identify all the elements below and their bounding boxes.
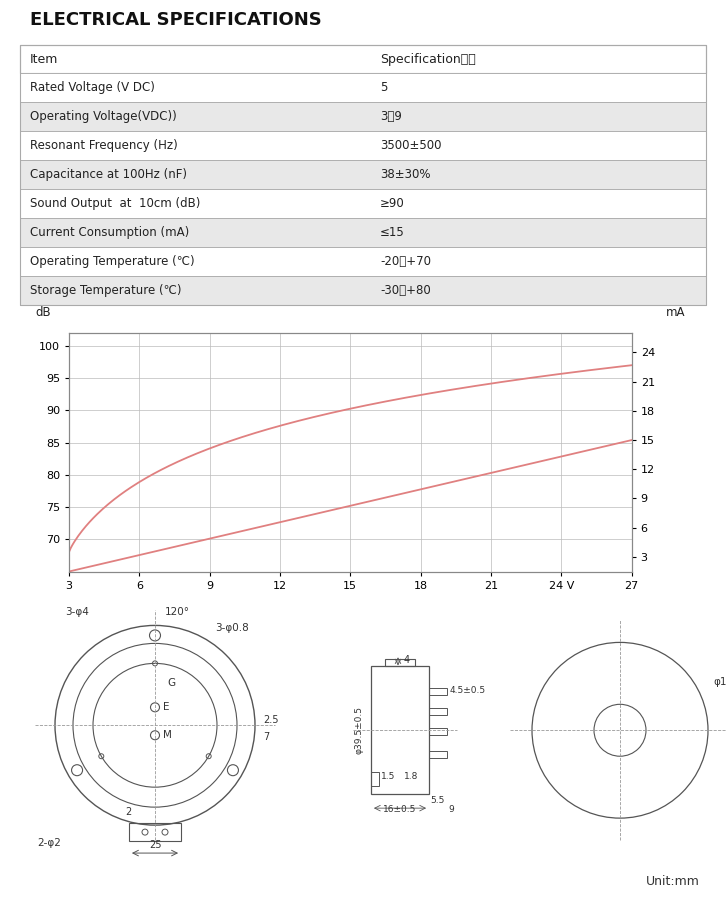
Text: Storage Temperature (℃): Storage Temperature (℃)	[30, 284, 181, 298]
Text: Operating Voltage(VDC)): Operating Voltage(VDC))	[30, 110, 176, 123]
Text: 4.5±0.5: 4.5±0.5	[450, 686, 486, 695]
Text: Capacitance at 100Hz (nF): Capacitance at 100Hz (nF)	[30, 168, 187, 181]
Text: 3-φ0.8: 3-φ0.8	[215, 624, 249, 634]
Text: M: M	[163, 730, 172, 741]
Bar	[20, 189, 706, 219]
Text: G: G	[167, 679, 175, 688]
Bar	[20, 73, 706, 103]
Text: 2: 2	[125, 807, 131, 817]
Bar	[20, 160, 706, 189]
Text: 4: 4	[404, 655, 410, 665]
Text: mA: mA	[666, 306, 685, 319]
Bar	[20, 103, 706, 131]
Bar	[429, 752, 447, 758]
Bar	[20, 276, 706, 305]
Bar	[129, 824, 181, 842]
Text: 1.8: 1.8	[404, 771, 418, 780]
Bar	[371, 772, 379, 787]
Text: 5: 5	[380, 81, 388, 94]
Text: 2-φ2: 2-φ2	[37, 838, 61, 848]
Text: φ12: φ12	[713, 677, 726, 687]
Text: E: E	[163, 702, 169, 712]
Text: 120°: 120°	[165, 608, 190, 617]
Text: Operating Temperature (℃): Operating Temperature (℃)	[30, 256, 195, 268]
Text: 2.5: 2.5	[263, 716, 279, 725]
Text: φ39.5±0.5: φ39.5±0.5	[354, 706, 363, 754]
Bar	[20, 131, 706, 160]
Text: 16±0.5: 16±0.5	[383, 806, 417, 814]
Bar	[429, 708, 447, 716]
Text: Rated Voltage (V DC): Rated Voltage (V DC)	[30, 81, 155, 94]
Text: ELECTRICAL SPECIFICATIONS: ELECTRICAL SPECIFICATIONS	[30, 11, 322, 29]
Text: 5.5: 5.5	[430, 796, 444, 806]
Text: Item: Item	[30, 52, 58, 66]
Text: 3500±500: 3500±500	[380, 140, 441, 152]
Text: ≥90: ≥90	[380, 197, 405, 211]
Text: Resonant Frequency (Hz): Resonant Frequency (Hz)	[30, 140, 178, 152]
Text: Unit:mm: Unit:mm	[646, 875, 700, 888]
Text: -20～+70: -20～+70	[380, 256, 431, 268]
Text: 3-φ4: 3-φ4	[65, 608, 89, 617]
Bar	[385, 660, 415, 666]
Text: Current Consumption (mA): Current Consumption (mA)	[30, 227, 189, 239]
Text: ≤15: ≤15	[380, 227, 405, 239]
Text: 9: 9	[448, 806, 454, 814]
Bar	[429, 728, 447, 735]
Bar	[371, 666, 429, 794]
Text: -30～+80: -30～+80	[380, 284, 431, 298]
Text: 3～9: 3～9	[380, 110, 402, 123]
Text: 25: 25	[149, 840, 161, 850]
Bar	[0, 0, 726, 40]
Text: Sound Output  at  10cm (dB): Sound Output at 10cm (dB)	[30, 197, 200, 211]
Bar	[20, 45, 706, 305]
Text: 1.5: 1.5	[381, 771, 396, 780]
Text: 7: 7	[263, 733, 269, 742]
Text: Specification規格: Specification規格	[380, 52, 476, 66]
Bar	[20, 219, 706, 248]
Bar	[20, 248, 706, 276]
Text: 38±30%: 38±30%	[380, 168, 431, 181]
Text: dB: dB	[35, 306, 51, 319]
Bar	[429, 688, 447, 696]
Bar	[20, 45, 706, 73]
